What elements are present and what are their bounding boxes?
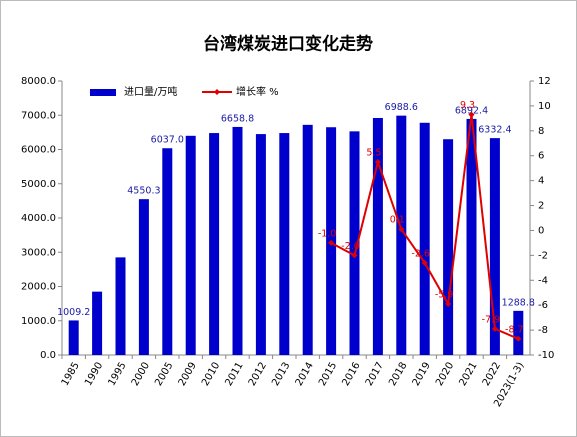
y2-tick-label: -2 — [538, 250, 548, 261]
line-marker — [491, 325, 498, 332]
bar — [255, 134, 266, 355]
y2-tick-label: -4 — [538, 275, 548, 286]
bar — [489, 138, 500, 355]
bar — [185, 135, 196, 355]
legend-label: 进口量/万吨 — [124, 85, 177, 98]
legend-swatch — [90, 89, 116, 96]
y-tick-label: 5000.0 — [21, 179, 56, 190]
bar — [115, 257, 126, 355]
bar-value-label: 4550.3 — [127, 186, 160, 197]
line-marker — [398, 226, 405, 233]
y2-tick-label: -10 — [538, 350, 554, 361]
line-marker — [445, 300, 452, 307]
bar — [68, 320, 79, 355]
bar — [513, 310, 524, 355]
bar — [138, 199, 149, 355]
bar — [92, 291, 103, 355]
bar-value-label: 6037.0 — [151, 135, 184, 146]
bar — [396, 115, 407, 356]
line-marker — [328, 239, 335, 246]
line-value-label: -5.9 — [435, 289, 454, 300]
line-value-label: -2.0 — [341, 241, 360, 252]
y2-tick-label: 0 — [538, 225, 544, 236]
y2-tick-label: -6 — [538, 300, 548, 311]
bar — [466, 118, 477, 355]
line-value-label: 0.1 — [390, 215, 405, 226]
bar-value-label: 6892.4 — [455, 105, 488, 116]
legend-marker — [214, 89, 220, 95]
bar — [162, 148, 173, 355]
bar-value-label: 6988.6 — [385, 102, 418, 113]
bar — [302, 124, 313, 355]
line-marker — [468, 111, 475, 118]
y-tick-label: 0.0 — [40, 350, 56, 361]
y2-tick-label: -8 — [538, 325, 548, 336]
line-value-label: 9.3 — [460, 100, 475, 111]
bar — [209, 133, 220, 355]
bar-value-label: 6658.8 — [221, 113, 254, 124]
bar-value-label: 6332.4 — [478, 125, 511, 136]
bar — [372, 117, 383, 356]
bar — [232, 126, 243, 355]
line-value-label: -7.9 — [482, 314, 501, 325]
bar — [279, 133, 290, 355]
line-value-label: -2.6 — [411, 248, 430, 259]
y-tick-label: 4000.0 — [21, 213, 56, 224]
y2-tick-label: 8 — [538, 126, 544, 137]
y-tick-label: 7000.0 — [21, 110, 56, 121]
line-value-label: 5.5 — [366, 147, 381, 158]
bar-value-label: 1288.8 — [502, 297, 535, 308]
bar — [349, 131, 360, 355]
y2-tick-label: 6 — [538, 151, 544, 162]
legend-label: 增长率 % — [236, 85, 279, 98]
line-marker — [515, 335, 522, 342]
y-tick-label: 1000.0 — [21, 316, 56, 327]
line-value-label: -1.0 — [318, 228, 337, 239]
chart-title: 台湾煤炭进口变化走势 — [203, 34, 373, 55]
y2-tick-label: 2 — [538, 201, 544, 212]
y-tick-label: 6000.0 — [21, 145, 56, 156]
y-tick-label: 8000.0 — [21, 76, 56, 87]
line-marker — [351, 252, 358, 259]
bar — [419, 122, 430, 355]
line-marker — [374, 158, 381, 165]
y-tick-label: 3000.0 — [21, 247, 56, 258]
bar — [443, 139, 454, 355]
bar-value-label: 1009.2 — [57, 307, 90, 318]
line-marker — [421, 259, 428, 266]
y-tick-label: 2000.0 — [21, 282, 56, 293]
y2-tick-label: 10 — [538, 101, 551, 112]
line-value-label: -8.7 — [505, 324, 524, 335]
y2-tick-label: 4 — [538, 176, 544, 187]
y2-tick-label: 12 — [538, 76, 551, 87]
